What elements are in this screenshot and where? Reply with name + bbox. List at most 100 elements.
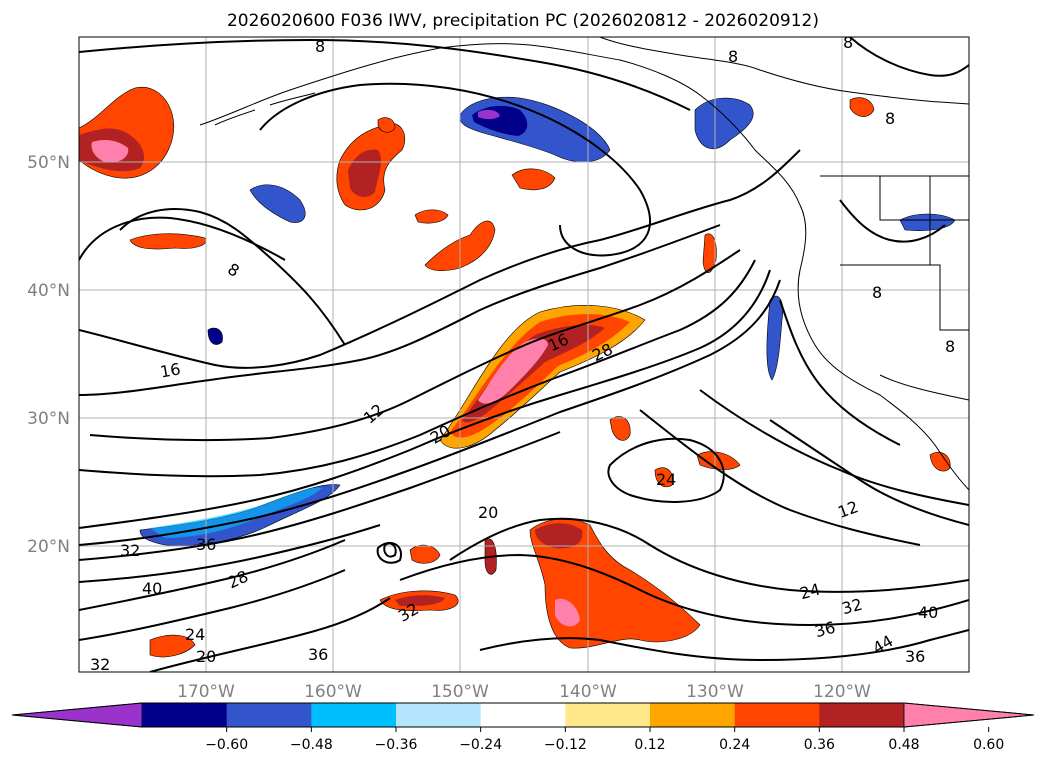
contour-label: 32 bbox=[90, 655, 110, 674]
iwv-contours bbox=[79, 37, 969, 672]
iwv-contour bbox=[479, 629, 969, 662]
border-mexico bbox=[879, 374, 969, 401]
colorbar-segment bbox=[226, 703, 312, 727]
colorbar-tick-label: −0.48 bbox=[290, 737, 333, 753]
iwv-contour bbox=[607, 437, 725, 503]
colorbar-tick-label: 0.60 bbox=[973, 737, 1004, 753]
pc-blob-170w bbox=[129, 233, 207, 250]
pc-blob-se bbox=[929, 451, 951, 472]
colorbar-segment bbox=[734, 703, 820, 727]
colorbar-segment bbox=[565, 703, 651, 727]
colorbar-tick-label: −0.24 bbox=[459, 737, 502, 753]
contour-label: 40 bbox=[142, 579, 162, 598]
border-states-2 bbox=[840, 264, 969, 331]
iwv-contour bbox=[449, 517, 969, 593]
lon-label-120w: 120°W bbox=[813, 682, 871, 702]
contour-label: 20 bbox=[196, 647, 216, 666]
lon-label-130w: 130°W bbox=[686, 682, 744, 702]
coastline-alaska-north bbox=[599, 37, 969, 105]
lon-label-160w: 160°W bbox=[304, 682, 362, 702]
colorbar-tick-label: −0.12 bbox=[544, 737, 587, 753]
contour-label: 8 bbox=[843, 33, 853, 52]
contour-label: 32 bbox=[120, 541, 140, 560]
colorbar-extend-high bbox=[903, 702, 1035, 728]
iwv-contour bbox=[79, 269, 771, 529]
coastlines bbox=[199, 37, 969, 491]
lon-label-140w: 140°W bbox=[559, 682, 617, 702]
colorbar-tick-label: 0.24 bbox=[719, 737, 750, 753]
pc-neg-spot bbox=[207, 327, 223, 345]
pc-blob-nw-max bbox=[91, 140, 129, 163]
iwv-contour bbox=[79, 431, 561, 561]
pc-neg-145w-max bbox=[478, 109, 500, 120]
iwv-contour bbox=[119, 208, 346, 346]
pc-blob-ssw bbox=[149, 634, 196, 658]
contour-label: 36 bbox=[813, 618, 838, 642]
pc-blob-128w bbox=[702, 233, 717, 273]
pc-blob-ne bbox=[849, 97, 875, 117]
pc-blob-south-core bbox=[535, 523, 583, 549]
lat-label-20n: 20°N bbox=[27, 537, 70, 557]
iwv-contour bbox=[79, 279, 781, 546]
coastline-alaska bbox=[199, 43, 969, 491]
lat-label-30n: 30°N bbox=[27, 409, 70, 429]
contour-label: 24 bbox=[656, 470, 676, 489]
iwv-contour bbox=[79, 569, 346, 641]
colorbar-segment bbox=[819, 703, 905, 727]
iwv-contour bbox=[769, 419, 969, 526]
pc-blob-ar-max bbox=[478, 338, 548, 404]
plot-title: 2026020600 F036 IWV, precipitation PC (2… bbox=[227, 11, 819, 31]
contour-label: 8 bbox=[728, 47, 738, 66]
iwv-contour bbox=[779, 299, 901, 446]
contour-label: 40 bbox=[918, 603, 938, 622]
lat-label-40n: 40°N bbox=[27, 281, 70, 301]
iwv-contour bbox=[79, 38, 691, 111]
contour-label: 20 bbox=[478, 503, 498, 522]
iwv-contour bbox=[399, 553, 969, 627]
iwv-contour bbox=[849, 37, 969, 77]
iwv-contour bbox=[79, 524, 381, 583]
colorbar: −0.60 −0.48 −0.36 −0.24 −0.12 0.12 0.24 0.36 0.4… bbox=[11, 702, 1035, 753]
iwv-contour bbox=[149, 597, 391, 672]
lat-label-50n: 50°N bbox=[27, 153, 70, 173]
pc-blob-135w bbox=[654, 467, 673, 488]
pc-neg-125w bbox=[694, 97, 754, 149]
lon-label-150w: 150°W bbox=[431, 682, 489, 702]
iwv-contour bbox=[839, 199, 946, 243]
colorbar-tick-label: 0.48 bbox=[888, 737, 919, 753]
graticule bbox=[79, 37, 969, 672]
iwv-contour bbox=[699, 389, 969, 506]
pc-blob-150w-b bbox=[414, 209, 449, 224]
iwv-contour bbox=[79, 259, 756, 478]
iwv-contour bbox=[259, 82, 651, 257]
aleutians bbox=[214, 92, 316, 126]
colorbar-segment bbox=[311, 703, 397, 727]
pc-blob-spot1 bbox=[377, 117, 396, 133]
colorbar-segment bbox=[650, 703, 736, 727]
contour-label: 36 bbox=[196, 535, 216, 554]
colorbar-tick-label: 0.12 bbox=[634, 737, 665, 753]
contour-label: 32 bbox=[840, 595, 865, 619]
iwv-contour bbox=[79, 216, 286, 261]
contour-label: 24 bbox=[798, 580, 823, 604]
map-panel: 8 8 8 8 8 8 8 12 12 16 16 20 20 24 24 24… bbox=[27, 33, 970, 702]
contour-label: 16 bbox=[159, 359, 182, 381]
border-states-1 bbox=[879, 176, 969, 221]
iwv-contour bbox=[639, 409, 921, 546]
contour-label: 8 bbox=[872, 283, 882, 302]
iwv-contour bbox=[79, 149, 801, 369]
colorbar-frame bbox=[11, 702, 1035, 728]
contour-label: 8 bbox=[315, 37, 325, 56]
colorbar-tick-label: 0.36 bbox=[804, 737, 835, 753]
pc-blob-w2 bbox=[609, 416, 631, 441]
contour-label: 36 bbox=[905, 647, 925, 666]
colorbar-extend-low bbox=[11, 702, 143, 728]
contour-label: 24 bbox=[185, 625, 205, 644]
lon-label-170w: 170°W bbox=[177, 682, 235, 702]
iwv-contour bbox=[79, 224, 721, 396]
colorbar-segment bbox=[142, 703, 228, 727]
contour-label: 36 bbox=[308, 645, 328, 664]
pc-neg-165w bbox=[249, 184, 306, 223]
map-frame bbox=[78, 36, 970, 673]
